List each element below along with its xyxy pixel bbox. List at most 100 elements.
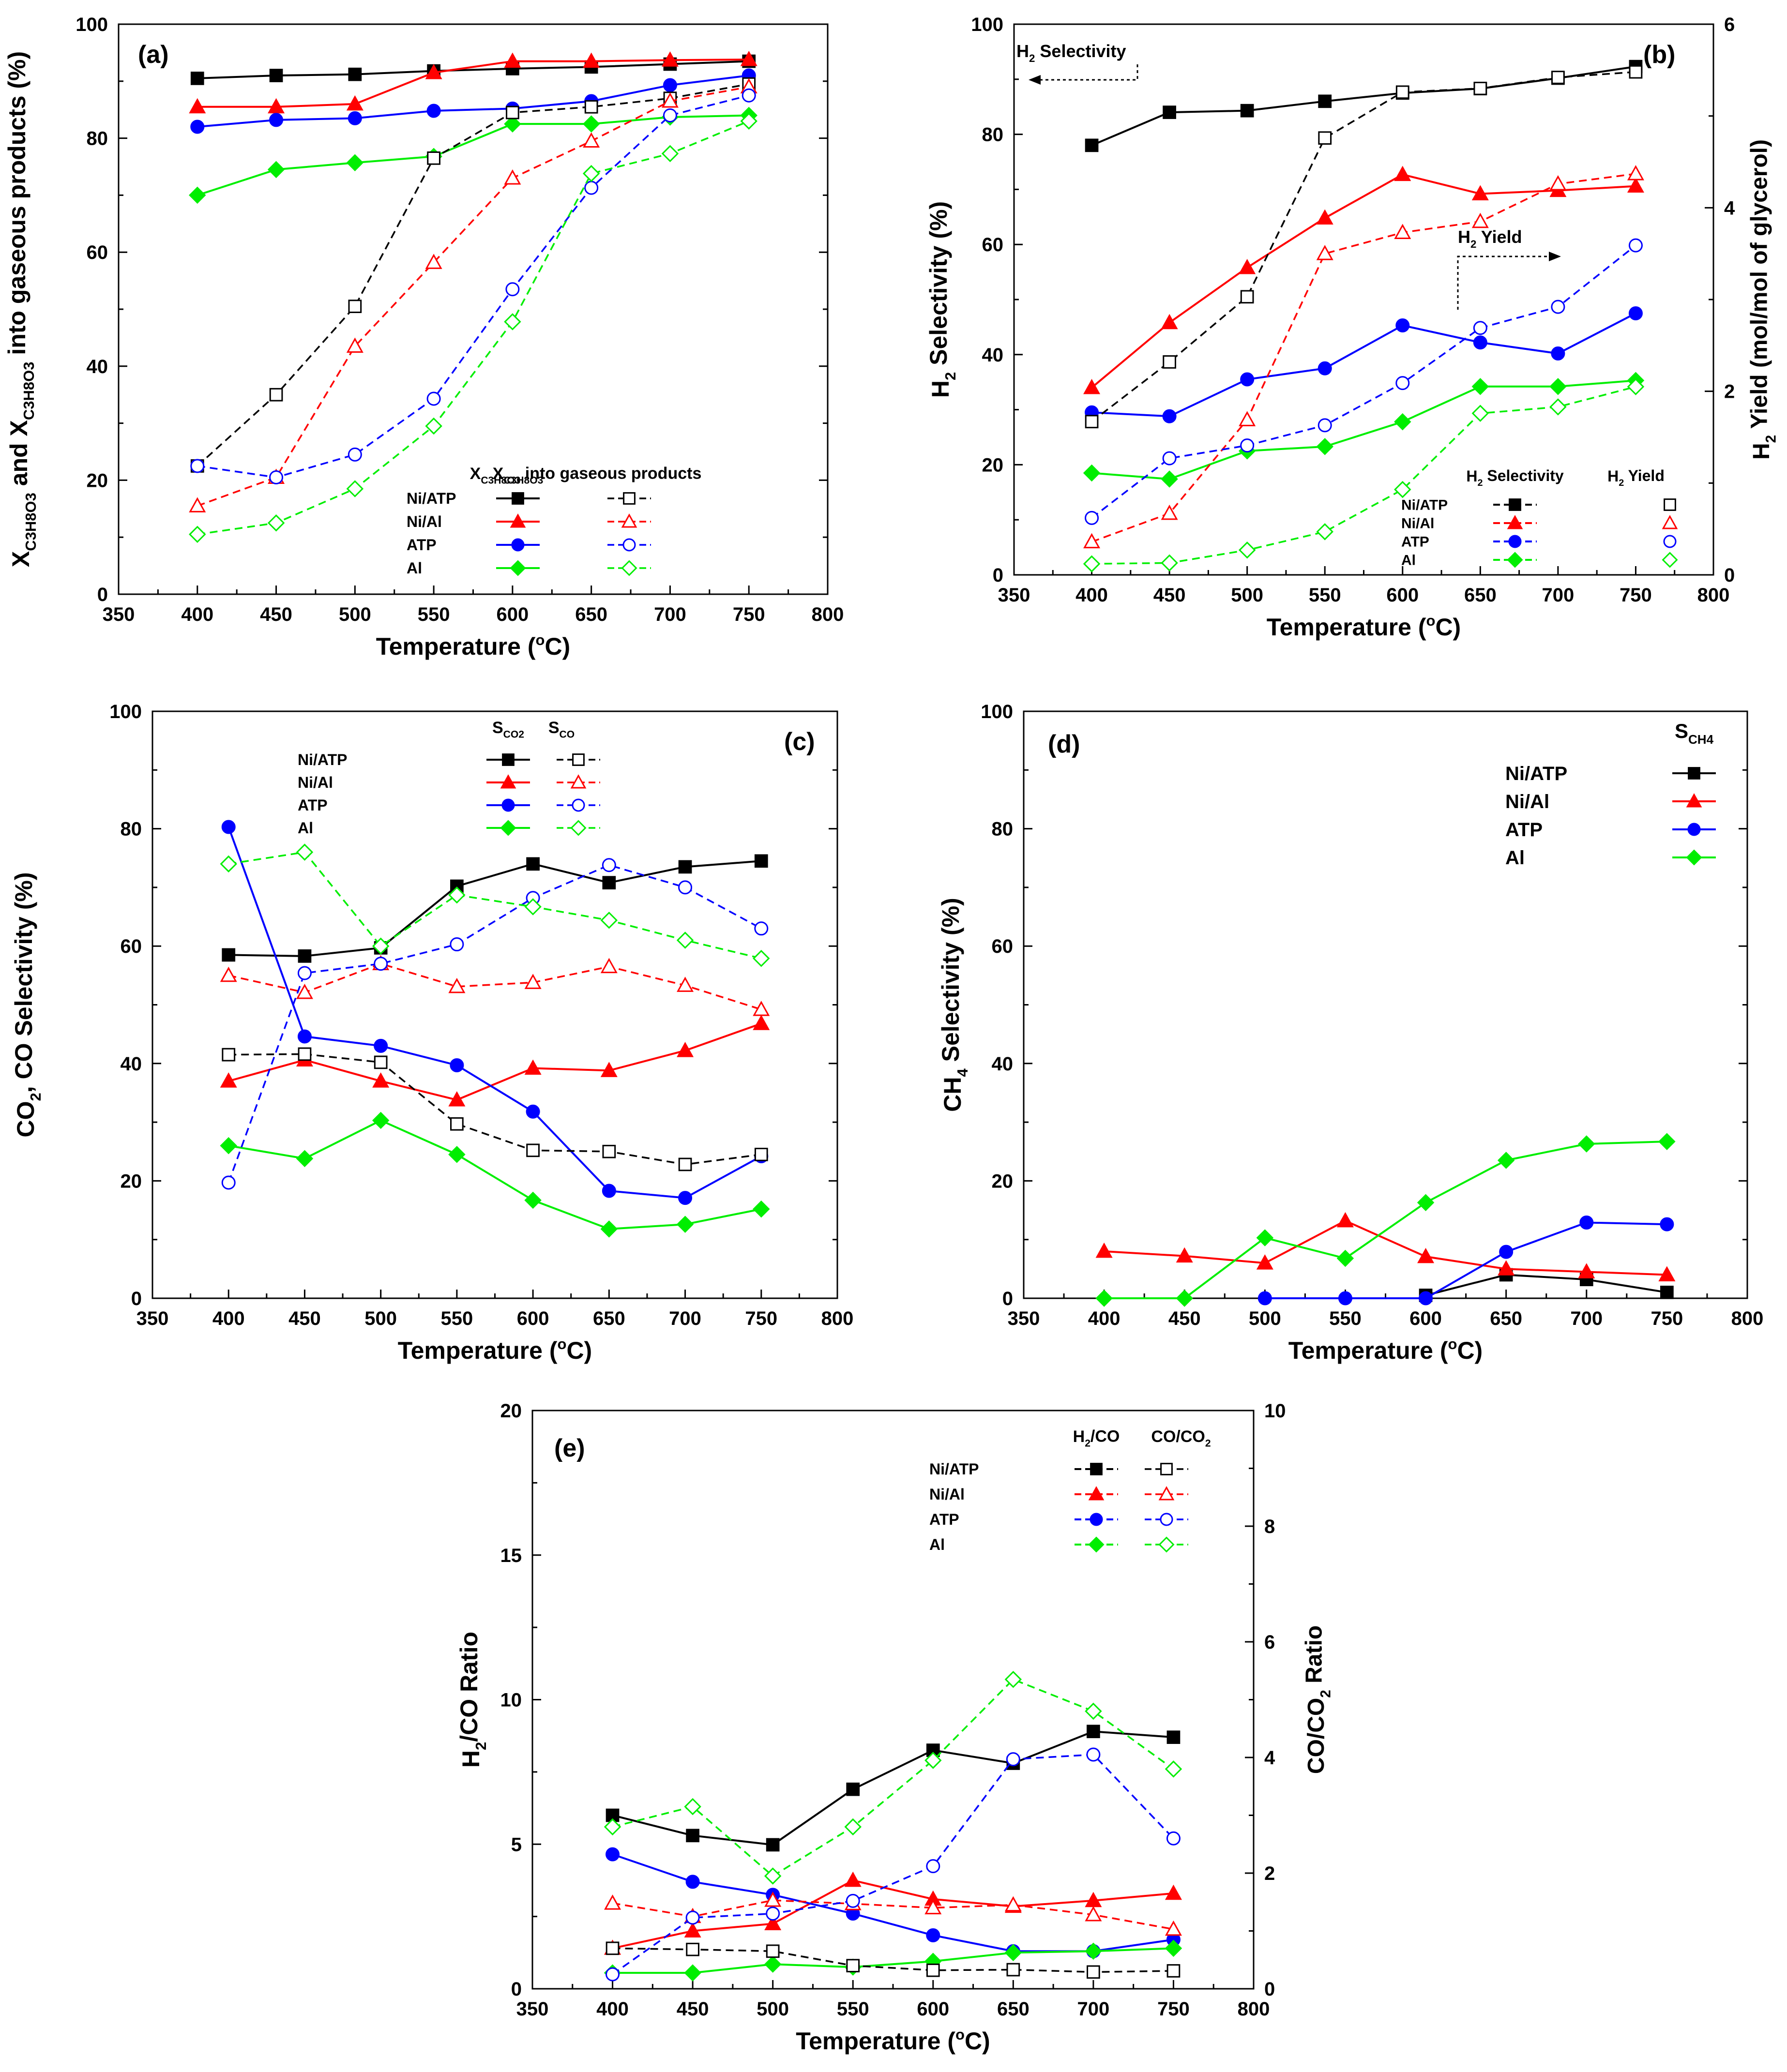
b-legend-marker-filled (1509, 498, 1521, 511)
e-point-Al-filled (1165, 1939, 1182, 1957)
b-point-Al-filled (1549, 378, 1567, 395)
b-point-Ni/ATP-open (1395, 85, 1409, 99)
e-point-Ni/ATP-open (606, 1941, 620, 1955)
b-xtick-label: 650 (1464, 585, 1497, 606)
a-point-Ni/Al-filled (661, 51, 679, 67)
c-legend-header-1: SCO2 (492, 719, 524, 740)
a-point-Al-open (740, 112, 757, 130)
c-point-Al-open (220, 855, 237, 873)
a-point-Ni/Al-open (504, 169, 521, 185)
b-point-Ni/Al-open (1161, 504, 1178, 520)
b-point-Al-open (1549, 398, 1567, 416)
c-point-ATP-open (602, 858, 616, 872)
a-ytick-label: 20 (87, 470, 108, 491)
c-legend-marker-open (572, 798, 585, 812)
a-point-ATP-filled (190, 120, 205, 134)
e-point-Ni/ATP-open (1006, 1963, 1020, 1977)
e-point-Ni/Al-open (1165, 1920, 1182, 1936)
a-point-Al-filled (346, 154, 364, 171)
a-xtick-label: 650 (575, 604, 607, 625)
d-xtick-label: 450 (1168, 1308, 1201, 1329)
c-legend-marker-filled (502, 753, 515, 766)
e-point-Ni/Al-filled (764, 1915, 782, 1931)
b-legend-label: ATP (1401, 534, 1429, 550)
c-point-Ni/Al-open (296, 983, 313, 999)
b-point-Ni/ATP-filled (1318, 94, 1332, 108)
c-xtick-label: 350 (136, 1308, 169, 1329)
a-point-Ni/Al-filled (268, 98, 285, 114)
c-point-ATP-filled (602, 1184, 616, 1198)
e-legend-marker-filled (1088, 1536, 1105, 1553)
c-xtick-label: 800 (821, 1308, 854, 1329)
a-point-ATP-filled (663, 78, 677, 92)
b-point-Al-open (1316, 523, 1333, 541)
b-point-Ni/Al-filled (1083, 379, 1101, 394)
e-y2tick-label: 8 (1264, 1516, 1275, 1537)
c-point-Ni/Al-open (524, 974, 542, 989)
panel-e: 350 400 450 500 550 600 650 700 750 8000510152002… (455, 1400, 1333, 2055)
e-panel-label: (e) (554, 1434, 585, 1462)
c-ytick-label: 20 (121, 1171, 142, 1192)
a-point-Ni/Al-open (661, 92, 679, 108)
a-xtick-label: 550 (418, 604, 450, 625)
a-ytick-label: 60 (87, 242, 108, 263)
b-point-Al-open (1627, 378, 1645, 395)
b-legend-marker-filled (1507, 552, 1523, 568)
d-ytick-label: 40 (992, 1053, 1014, 1075)
c-xtick-label: 750 (745, 1308, 777, 1329)
c-point-Al-filled (372, 1111, 390, 1129)
e-point-Ni/ATP-open (1087, 1965, 1100, 1979)
a-legend-marker-filled (511, 538, 525, 552)
a-point-Ni/Al-filled (740, 50, 757, 66)
a-point-ATP-filled (348, 111, 362, 125)
b-x-axis-title: Temperature (oC) (1267, 612, 1461, 641)
b-xtick-label: 600 (1386, 585, 1419, 606)
d-point-Al-filled (1658, 1133, 1676, 1150)
d-xtick-label: 750 (1651, 1308, 1683, 1329)
e-legend-label: Ni/ATP (929, 1460, 979, 1478)
a-series-line-Ni/Al-filled (197, 59, 749, 108)
e-legend-marker-filled (1090, 1463, 1103, 1475)
a-point-Al-open (267, 514, 285, 532)
a-y-axis-title: XC3H8O3 and XC3H8O3 into gaseous product… (3, 51, 39, 567)
panel-d: 350 400 450 500 550 600 650 700 750 800 0 20 40 60 80 1… (937, 701, 1763, 1364)
b-legend-marker-open (1662, 515, 1678, 529)
c-point-Ni/ATP-open (602, 1144, 616, 1158)
c-point-ATP-filled (526, 1104, 540, 1119)
d-point-Al-filled (1336, 1249, 1354, 1267)
b-annotation-h2-yield: H2 Yield (1458, 227, 1522, 250)
e-point-Ni/ATP-open (926, 1963, 940, 1977)
c-point-Ni/ATP-open (678, 1157, 692, 1171)
b-xtick-label: 550 (1309, 585, 1341, 606)
e-point-ATP-filled (926, 1928, 940, 1942)
e-point-Ni/Al-filled (684, 1922, 701, 1937)
c-point-Al-open (372, 937, 390, 955)
b-point-Ni/Al-filled (1394, 165, 1411, 181)
d-series-line-ATP-filled (1265, 1221, 1667, 1299)
b-y2-axis-title: H2 Yield (mol/mol of glycerol) (1746, 139, 1779, 460)
a-xtick-label: 400 (181, 604, 213, 625)
c-point-Ni/Al-open (600, 958, 618, 974)
a-x-axis-title: Temperature (oC) (376, 631, 570, 660)
a-point-Ni/ATP-filled (190, 72, 204, 85)
e-series-line-Al-open (612, 1678, 1174, 1877)
c-series-line-Ni/ATP-open (228, 1053, 762, 1166)
c-ytick-label: 80 (121, 819, 142, 840)
c-point-Ni/Al-filled (220, 1072, 237, 1088)
e-ytick-label: 20 (500, 1400, 522, 1422)
c-series-line-ATP-open (227, 864, 762, 1183)
a-point-ATP-open (742, 88, 756, 103)
c-point-Ni/Al-filled (524, 1059, 542, 1075)
a-point-Ni/Al-filled (504, 52, 521, 68)
e-y2tick-label: 2 (1264, 1863, 1275, 1884)
e-point-Al-filled (1004, 1944, 1022, 1962)
c-xtick-label: 600 (517, 1308, 549, 1329)
b-ytick-label: 0 (993, 565, 1003, 586)
d-legend-marker-filled (1687, 823, 1701, 836)
e-point-Ni/Al-open (1004, 1896, 1022, 1912)
d-point-Al-filled (1176, 1290, 1193, 1307)
b-ytick-label: 100 (971, 14, 1003, 35)
e-point-Ni/ATP-filled (766, 1838, 780, 1852)
d-series-line-Ni/ATP-filled (1425, 1274, 1667, 1296)
a-xtick-label: 350 (103, 604, 135, 625)
